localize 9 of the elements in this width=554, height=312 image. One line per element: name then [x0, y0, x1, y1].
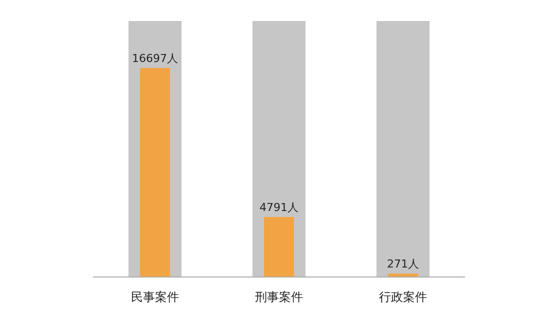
bar	[140, 68, 170, 277]
data-label: 4791人	[260, 201, 298, 214]
bar	[264, 217, 294, 277]
x-tick-label: 刑事案件	[255, 290, 303, 304]
data-label: 16697人	[132, 52, 178, 65]
x-tick-label: 民事案件	[131, 290, 179, 304]
bar	[376, 21, 430, 277]
x-tick-label: 行政案件	[379, 290, 427, 304]
data-label: 271人	[387, 258, 419, 271]
